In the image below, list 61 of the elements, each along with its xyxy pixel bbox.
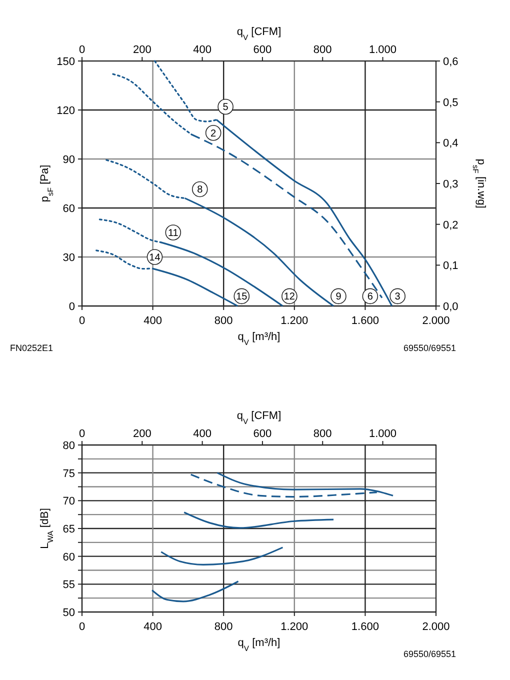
text: FN0252E1 <box>10 343 54 353</box>
x2-tick-label: 200 <box>132 428 152 440</box>
y-tick-label: 0 <box>68 301 75 313</box>
y-tick-label: 150 <box>56 56 75 68</box>
x-axis-title: q$_{V}$ [m³/h] <box>238 637 280 652</box>
x2-tick-label: 600 <box>253 44 272 56</box>
annotation: 3 <box>394 292 401 303</box>
y-tick-label: 90 <box>62 154 75 166</box>
y2-tick-label: 0,0 <box>443 301 458 313</box>
x2-tick-label: 0 <box>78 428 86 440</box>
x2-axis-title: q$_{V}$ [CFM] <box>236 410 282 426</box>
y2-tick-label: 0,5 <box>443 96 458 109</box>
x2-axis-title: q$_{V}$ [CFM] <box>236 26 282 42</box>
x2-tick-label: 600 <box>253 428 272 440</box>
x-tick-label: 1.600 <box>351 621 379 633</box>
x-tick-label: 2.000 <box>422 315 450 327</box>
x2-tick-label: 400 <box>193 44 212 56</box>
annotation: 9 <box>336 292 342 303</box>
y-tick-label: 55 <box>62 579 75 592</box>
x-axis-title: q$_{V}$ [m³/h] <box>238 331 280 346</box>
y-tick-label: 60 <box>62 203 75 215</box>
y-tick-label: 50 <box>62 607 75 619</box>
y-tick-label: 80 <box>62 440 75 452</box>
x2-tick-label: 200 <box>132 44 152 56</box>
y2-tick-label: 0,1 <box>443 260 458 272</box>
annotation: 12 <box>284 292 296 303</box>
x-tick-label: 1.200 <box>280 621 308 633</box>
y2-tick-label: 0,6 <box>443 56 458 68</box>
y-tick-label: 60 <box>62 551 75 564</box>
x-tick-label: 400 <box>144 621 162 633</box>
x2-tick-label: 1.000 <box>369 428 397 440</box>
annotation: 8 <box>197 184 204 196</box>
x-tick-label: 2.000 <box>422 621 450 633</box>
annotation: 2 <box>210 128 217 140</box>
y-tick-label: 120 <box>56 105 75 117</box>
y2-tick-label: 0,3 <box>443 178 458 190</box>
annotation: 14 <box>149 252 161 264</box>
y2-tick-label: 0,4 <box>443 138 458 150</box>
y-tick-label: 30 <box>62 252 75 264</box>
x2-tick-label: 1.000 <box>369 44 397 56</box>
text: 69550/69551 <box>403 649 456 659</box>
x-tick-label: 800 <box>214 315 233 327</box>
annotation: 11 <box>168 228 179 239</box>
x-tick-label: 0 <box>78 315 86 327</box>
x-tick-label: 1.200 <box>280 315 308 327</box>
x-tick-label: 800 <box>214 621 233 633</box>
x2-tick-label: 0 <box>78 44 86 56</box>
y2-tick-label: 0,2 <box>443 219 458 232</box>
y-tick-label: 70 <box>62 496 75 508</box>
text: 69550/69551 <box>403 343 456 353</box>
annotation: 6 <box>367 292 374 303</box>
x2-tick-label: 800 <box>313 428 332 440</box>
annotation: 5 <box>222 102 229 114</box>
x2-tick-label: 800 <box>313 44 332 56</box>
y-tick-label: 65 <box>62 524 75 536</box>
x2-tick-label: 400 <box>193 428 212 440</box>
x-tick-label: 0 <box>78 621 86 633</box>
annotation: 15 <box>236 292 248 303</box>
x-tick-label: 400 <box>144 315 162 327</box>
x-tick-label: 1.600 <box>351 315 379 327</box>
y-tick-label: 75 <box>62 468 75 480</box>
